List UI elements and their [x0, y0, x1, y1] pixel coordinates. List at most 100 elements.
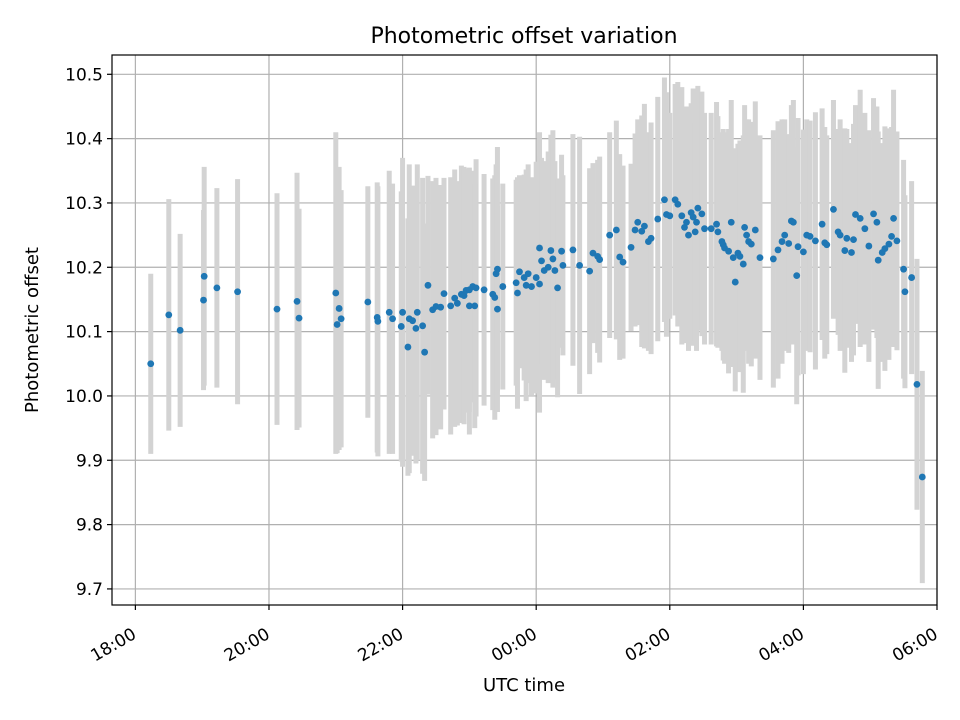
data-point	[774, 246, 782, 254]
data-point	[661, 196, 668, 204]
data-point	[576, 261, 584, 269]
data-point	[781, 231, 789, 239]
data-point	[606, 231, 614, 239]
data-point	[404, 343, 412, 351]
data-point	[678, 212, 686, 220]
data-point	[841, 247, 849, 254]
data-point	[778, 238, 786, 245]
data-point	[725, 247, 732, 255]
data-point	[785, 240, 793, 247]
data-point	[333, 321, 341, 328]
data-point	[694, 204, 702, 212]
data-point	[747, 240, 755, 248]
y-tick-label: 9.7	[76, 580, 103, 600]
data-point	[440, 290, 448, 298]
y-tick-label: 10.5	[65, 65, 103, 85]
data-point	[538, 257, 545, 265]
data-point	[793, 272, 801, 280]
data-point	[547, 247, 555, 254]
data-point	[631, 226, 639, 234]
data-point	[756, 254, 764, 262]
data-point	[812, 237, 819, 245]
data-point	[147, 360, 155, 368]
data-point	[689, 213, 697, 221]
data-point	[836, 231, 844, 239]
data-point	[536, 280, 543, 288]
data-point	[165, 311, 173, 319]
data-point	[491, 294, 499, 301]
data-point	[701, 225, 708, 233]
data-point	[465, 302, 473, 310]
data-point	[480, 286, 488, 294]
data-point	[200, 296, 207, 304]
data-point	[397, 323, 405, 330]
data-point	[514, 289, 521, 297]
data-point	[494, 265, 501, 273]
data-point	[870, 210, 877, 218]
data-point	[751, 226, 759, 234]
data-point	[532, 274, 540, 281]
data-point	[727, 218, 735, 226]
data-point	[544, 263, 552, 271]
data-point	[638, 227, 646, 235]
data-point	[293, 297, 301, 305]
data-point	[337, 315, 345, 323]
data-point	[472, 284, 480, 292]
data-point	[739, 260, 747, 268]
data-point	[681, 223, 688, 231]
data-point	[335, 305, 343, 312]
data-point	[612, 226, 620, 234]
data-point	[516, 268, 523, 276]
data-point	[524, 270, 532, 278]
y-tick-label: 10.0	[65, 387, 103, 407]
data-point	[818, 220, 826, 228]
data-point	[554, 284, 561, 292]
data-point	[885, 240, 893, 248]
data-point	[674, 200, 682, 208]
data-point	[848, 249, 855, 256]
data-point	[729, 254, 737, 262]
data-point	[453, 299, 461, 307]
data-point	[528, 283, 535, 290]
data-point	[424, 281, 432, 289]
data-point	[830, 205, 837, 213]
data-point	[413, 308, 421, 316]
y-tick-label: 10.1	[65, 323, 103, 343]
data-point	[234, 288, 241, 296]
data-point	[865, 242, 873, 250]
data-point	[799, 248, 807, 256]
data-point	[890, 214, 897, 222]
data-point	[596, 256, 604, 263]
data-point	[558, 247, 565, 255]
data-point	[693, 218, 700, 226]
data-point	[683, 218, 690, 226]
data-point	[852, 211, 859, 218]
data-point	[736, 252, 744, 260]
y-tick-label: 9.8	[76, 516, 103, 536]
data-point	[374, 317, 382, 325]
data-point	[901, 288, 909, 296]
y-tick-label: 9.9	[76, 451, 103, 471]
data-point	[419, 322, 427, 330]
point-layer	[147, 196, 926, 481]
chart-title: Photometric offset variation	[370, 24, 677, 49]
data-point	[741, 223, 749, 231]
data-point	[743, 231, 751, 239]
data-point	[823, 241, 831, 249]
data-point	[332, 289, 340, 297]
data-point	[627, 243, 635, 251]
data-point	[409, 317, 417, 325]
data-point	[874, 256, 882, 264]
data-point	[900, 265, 907, 273]
data-point	[569, 246, 577, 254]
data-point	[691, 228, 699, 236]
data-point	[654, 215, 662, 223]
data-point	[888, 233, 895, 240]
data-point	[559, 261, 567, 269]
data-point	[619, 258, 627, 266]
data-point	[913, 380, 921, 388]
data-point	[647, 234, 655, 242]
data-point	[769, 255, 777, 263]
data-point	[806, 233, 814, 240]
data-point	[512, 279, 520, 287]
